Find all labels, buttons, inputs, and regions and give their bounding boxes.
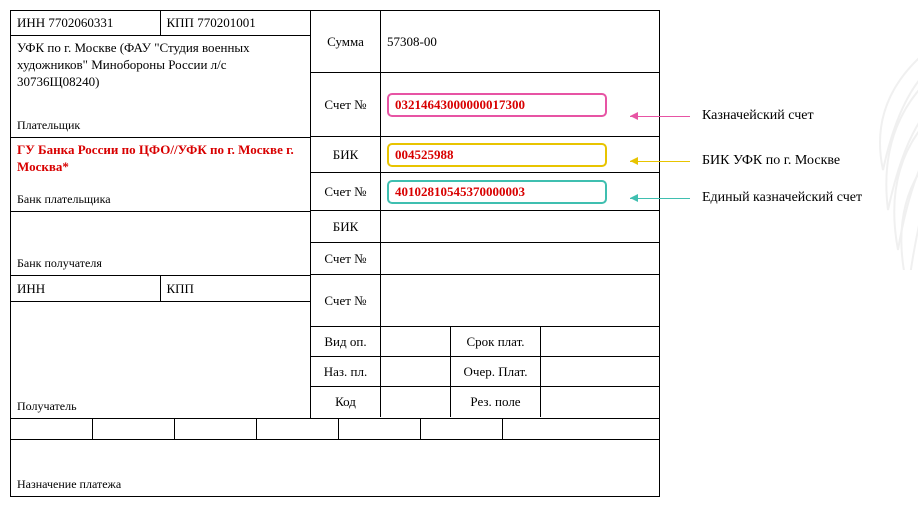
payer-schet-value: 03214643000000017300 — [387, 93, 607, 117]
recv-label: Получатель — [17, 399, 77, 414]
arrow-cyan-icon — [630, 198, 690, 199]
vid-op-value — [381, 327, 451, 356]
payer-schet-label: Счет № — [311, 73, 381, 136]
annotation-1-text: Казначейский счет — [702, 108, 814, 124]
payer-bank-schet-value: 40102810545370000003 — [387, 180, 607, 204]
annotation-2-text: БИК УФК по г. Москве — [702, 153, 840, 169]
kpp-value: 770201001 — [197, 15, 256, 31]
recv-schet-value — [381, 275, 659, 326]
recv-bik-label: БИК — [311, 211, 381, 242]
purpose-label: Назначение платежа — [17, 477, 121, 492]
recv-schet-label: Счет № — [311, 275, 381, 326]
recv-kpp-label: КПП — [167, 281, 194, 297]
payer-bank-name: ГУ Банка России по ЦФО//УФК по г. Москве… — [17, 142, 305, 176]
ocher-plat-value — [541, 357, 659, 386]
recv-bank-label: Банк получателя — [17, 256, 102, 271]
rez-pole-label: Рез. поле — [451, 387, 541, 417]
rez-pole-value — [541, 387, 659, 417]
payer-bik-label: БИК — [311, 137, 381, 172]
srok-plat-label: Срок плат. — [451, 327, 541, 356]
vid-op-label: Вид оп. — [311, 327, 381, 356]
payer-label: Плательщик — [17, 118, 80, 133]
kpp-label: КПП — [167, 15, 194, 31]
payment-form: ИНН 7702060331 КПП 770201001 УФК по г. М… — [10, 10, 660, 497]
arrow-yellow-icon — [630, 161, 690, 162]
recv-bank-schet-label: Счет № — [311, 243, 381, 274]
inn-label: ИНН — [17, 15, 45, 31]
payer-bik-value: 004525988 — [387, 143, 607, 167]
recv-bank-schet-value — [381, 243, 659, 274]
ocher-plat-label: Очер. Плат. — [451, 357, 541, 386]
watermark-icon — [828, 40, 918, 270]
sum-label: Сумма — [311, 11, 381, 72]
srok-plat-value — [541, 327, 659, 356]
sum-value: 57308-00 — [381, 11, 659, 72]
kod-label: Код — [311, 387, 381, 417]
arrow-pink-icon — [630, 116, 690, 117]
naz-pl-value — [381, 357, 451, 386]
inn-value: 7702060331 — [48, 15, 113, 31]
naz-pl-label: Наз. пл. — [311, 357, 381, 386]
annotation-bik: БИК УФК по г. Москве — [630, 153, 840, 169]
payer-text: УФК по г. Москве (ФАУ "Студия военных ху… — [17, 40, 305, 91]
payer-bank-schet-label: Счет № — [311, 173, 381, 210]
recv-bik-value — [381, 211, 659, 242]
recv-inn-label: ИНН — [17, 281, 45, 297]
kod-value — [381, 387, 451, 417]
annotation-treasury-account: Казначейский счет — [630, 108, 814, 124]
payer-bank-label: Банк плательщика — [17, 192, 111, 207]
